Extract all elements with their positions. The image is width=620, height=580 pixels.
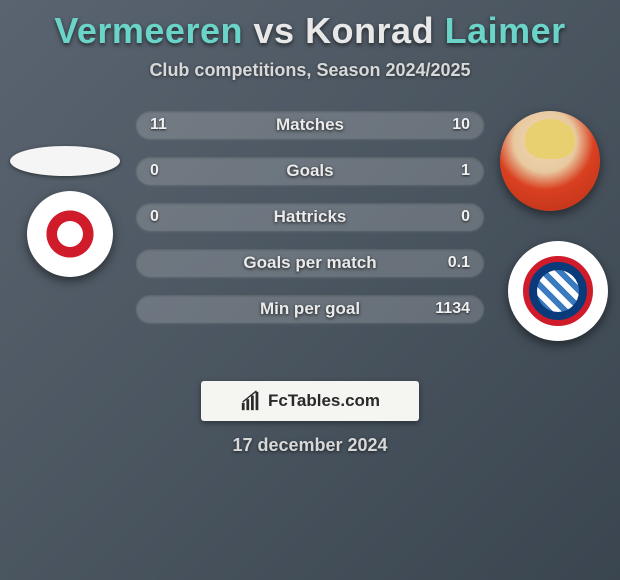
brand-text: FcTables.com	[268, 391, 380, 411]
stats-list: 11 Matches 10 0 Goals 1 0 Hattricks 0 Go…	[136, 111, 484, 341]
club-logo-right	[508, 241, 608, 341]
content-area: 11 Matches 10 0 Goals 1 0 Hattricks 0 Go…	[0, 111, 620, 371]
stat-row-goals: 0 Goals 1	[136, 157, 484, 185]
stat-row-matches: 11 Matches 10	[136, 111, 484, 139]
stat-label: Hattricks	[136, 207, 484, 227]
player1-name: Vermeeren	[54, 10, 243, 51]
stat-right-value: 0.1	[448, 254, 470, 272]
player2-avatar	[500, 111, 600, 211]
stat-label: Goals	[136, 161, 484, 181]
stat-label: Min per goal	[136, 299, 484, 319]
stat-row-min-per-goal: Min per goal 1134	[136, 295, 484, 323]
bar-chart-icon	[240, 390, 262, 412]
bayern-badge-icon	[523, 256, 593, 326]
stat-row-hattricks: 0 Hattricks 0	[136, 203, 484, 231]
stat-row-goals-per-match: Goals per match 0.1	[136, 249, 484, 277]
player1-avatar	[10, 146, 120, 176]
club-logo-left	[27, 191, 113, 277]
subtitle: Club competitions, Season 2024/2025	[0, 60, 620, 81]
page-title: Vermeeren vs Konrad Laimer	[0, 10, 620, 52]
player2-last: Laimer	[445, 10, 566, 51]
stat-label: Matches	[136, 115, 484, 135]
comparison-card: Vermeeren vs Konrad Laimer Club competit…	[0, 0, 620, 456]
vs-text: vs	[254, 10, 295, 51]
stat-right-value: 0	[461, 208, 470, 226]
stat-right-value: 1134	[435, 300, 470, 318]
leipzig-badge-icon	[40, 204, 100, 264]
player2-first: Konrad	[305, 10, 434, 51]
stat-right-value: 1	[461, 162, 470, 180]
stat-right-value: 10	[452, 116, 470, 134]
stat-label: Goals per match	[136, 253, 484, 273]
date-text: 17 december 2024	[0, 435, 620, 456]
brand-badge[interactable]: FcTables.com	[201, 381, 419, 421]
